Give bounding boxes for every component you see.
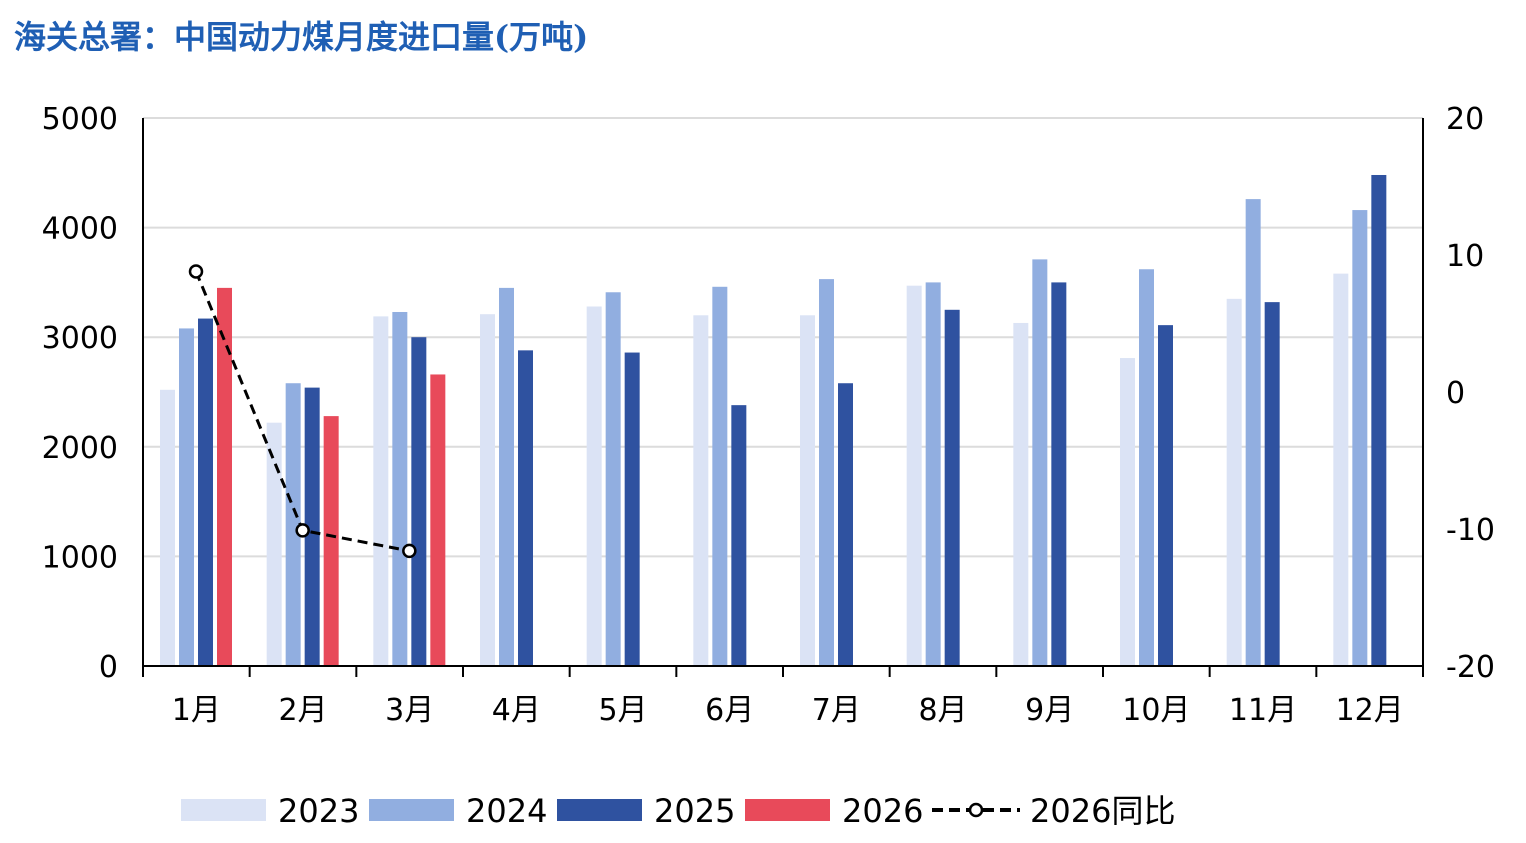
y2-tick-label: 10 <box>1446 239 1484 274</box>
x-tick-label: 12月 <box>1336 693 1404 728</box>
x-tick-label: 1月 <box>172 693 221 728</box>
legend-marker-yoy <box>968 802 984 818</box>
bar-2025-6月 <box>731 405 747 666</box>
y-tick-label: 5000 <box>42 102 118 137</box>
legend-swatch-2026 <box>745 799 830 821</box>
bar-2026-2月 <box>323 416 339 666</box>
x-tick-label: 4月 <box>492 693 541 728</box>
x-tick-label: 6月 <box>705 693 754 728</box>
bar-2023-3月 <box>373 316 389 666</box>
legend-swatch-2025 <box>557 799 642 821</box>
bar-2025-8月 <box>944 309 960 666</box>
bar-2024-5月 <box>605 292 621 666</box>
bar-2023-2月 <box>266 422 282 666</box>
y2-tick-label: -20 <box>1446 650 1495 685</box>
bar-2024-11月 <box>1245 199 1261 666</box>
bar-2023-6月 <box>693 315 709 666</box>
yoy-point-1月 <box>188 264 204 279</box>
bar-2025-4月 <box>518 350 533 666</box>
bar-2025-10月 <box>1158 325 1173 666</box>
bar-2025-7月 <box>838 383 853 666</box>
bar-2024-12月 <box>1352 210 1368 666</box>
chart-title: 海关总署：中国动力煤月度进口量(万吨) <box>14 18 589 56</box>
legend-label-2023: 2023 <box>278 792 359 830</box>
y-tick-label: 0 <box>99 650 118 685</box>
bar-2023-7月 <box>800 315 815 666</box>
yoy-point-2月 <box>295 523 310 538</box>
bar-2024-7月 <box>819 279 834 666</box>
bar-2023-11月 <box>1226 298 1242 666</box>
y-tick-label: 1000 <box>42 540 118 575</box>
bar-2025-2月 <box>304 387 320 666</box>
x-tick-label: 5月 <box>598 693 647 728</box>
bar-2024-2月 <box>285 383 301 666</box>
y2-tick-label: 0 <box>1446 376 1465 411</box>
legend-swatch-2023 <box>181 799 266 821</box>
bar-2023-4月 <box>480 314 495 666</box>
x-tick-label: 8月 <box>918 693 967 728</box>
yoy-point-3月 <box>402 543 417 559</box>
bar-2024-3月 <box>392 311 408 666</box>
bar-2024-6月 <box>712 286 728 666</box>
bar-2026-3月 <box>430 374 446 666</box>
bar-2023-8月 <box>906 285 922 666</box>
bar-2023-1月 <box>160 389 175 666</box>
bar-2024-10月 <box>1139 269 1154 666</box>
x-tick-label: 9月 <box>1025 693 1074 728</box>
bar-2023-12月 <box>1333 273 1349 666</box>
y2-tick-label: 20 <box>1446 102 1484 137</box>
y-tick-label: 2000 <box>42 431 118 466</box>
x-tick-label: 7月 <box>812 693 861 728</box>
x-tick-label: 3月 <box>385 693 434 728</box>
bar-2024-9月 <box>1032 259 1048 666</box>
legend-label-yoy: 2026同比 <box>1030 792 1175 830</box>
bar-2023-9月 <box>1013 322 1029 666</box>
x-tick-label: 10月 <box>1122 693 1190 728</box>
legend-label-2024: 2024 <box>466 792 547 830</box>
bar-2025-12月 <box>1371 174 1387 666</box>
x-tick-label: 11月 <box>1229 693 1297 728</box>
bar-2023-10月 <box>1120 358 1135 666</box>
bar-2025-3月 <box>411 337 427 666</box>
bar-2023-5月 <box>586 306 602 666</box>
bar-2026-1月 <box>217 287 232 666</box>
bar-2025-1月 <box>198 318 213 666</box>
y2-tick-label: -10 <box>1446 513 1495 548</box>
x-tick-label: 2月 <box>278 693 327 728</box>
y-tick-label: 4000 <box>42 212 118 247</box>
legend-swatch-2024 <box>369 799 454 821</box>
legend-label-2025: 2025 <box>654 792 735 830</box>
bar-2024-1月 <box>179 328 194 666</box>
y-tick-label: 3000 <box>42 321 118 356</box>
bar-2025-5月 <box>624 352 640 666</box>
bar-2025-11月 <box>1264 302 1280 666</box>
bar-2024-4月 <box>499 287 514 666</box>
bar-2024-8月 <box>925 282 941 666</box>
legend-label-2026: 2026 <box>842 792 923 830</box>
bar-2025-9月 <box>1051 282 1067 666</box>
